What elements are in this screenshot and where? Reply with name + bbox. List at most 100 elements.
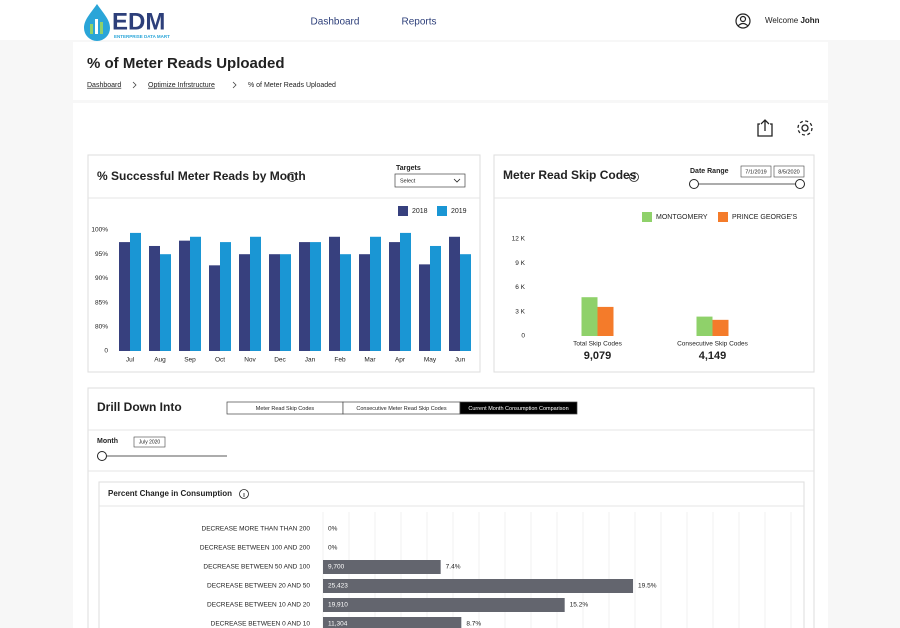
x-tick-label: Jun [455, 357, 466, 364]
bar [712, 319, 729, 336]
bar [179, 240, 190, 351]
bar [130, 232, 141, 351]
y-tick-label: 95% [95, 251, 108, 258]
y-tick-label: 6 K [515, 284, 525, 291]
select-value: Select [400, 178, 416, 184]
legend-swatch [642, 212, 652, 222]
count-label: 19,910 [328, 602, 348, 609]
slider-knob[interactable] [689, 179, 699, 189]
bar [323, 560, 441, 574]
count-label: 9,700 [328, 564, 345, 571]
bar [149, 245, 160, 351]
date-to: 8/5/2020 [778, 169, 799, 175]
y-tick-label: 100% [91, 227, 108, 234]
count-label: 25,423 [328, 583, 348, 590]
user-icon[interactable] [735, 13, 751, 29]
settings-icon[interactable] [797, 120, 813, 136]
bar [220, 242, 231, 351]
bar [400, 232, 411, 351]
bar [370, 236, 381, 351]
section-title: Drill Down Into [97, 400, 182, 414]
value-label: 7.4% [446, 564, 461, 571]
value-label: 0% [328, 526, 338, 533]
x-tick-label: Nov [244, 357, 256, 364]
tab-label: Current Month Consumption Comparison [468, 406, 568, 412]
breadcrumb-sep [232, 81, 237, 89]
share-icon[interactable] [757, 119, 773, 137]
tab[interactable] [459, 401, 578, 415]
info-icon[interactable] [239, 489, 249, 499]
bar [250, 236, 261, 351]
y-tick-label: 0 [104, 348, 108, 355]
value-label: 19.5% [638, 583, 657, 590]
bar [430, 245, 441, 351]
y-tick-label: DECREASE BETWEEN 20 AND 50 [207, 583, 310, 590]
x-tick-label: Oct [215, 357, 225, 364]
total-label: 9,079 [584, 350, 612, 362]
chart-title: % Successful Meter Reads by Month [97, 169, 306, 183]
bar [581, 297, 598, 336]
value-label: 0% [328, 545, 338, 552]
legend-label: PRINCE GEORGE'S [732, 214, 797, 221]
bar [340, 254, 351, 351]
info-icon[interactable] [287, 172, 297, 182]
x-tick-label: Dec [274, 357, 286, 364]
date-box[interactable] [773, 165, 805, 178]
legend-label: 2019 [451, 208, 467, 215]
bar [389, 242, 400, 351]
page-title: % of Meter Reads Uploaded [87, 55, 285, 72]
legend-swatch [437, 206, 447, 216]
bar [209, 265, 220, 351]
bar [280, 254, 291, 351]
breadcrumb[interactable]: Optimize Infrstructure [148, 82, 215, 89]
breadcrumb-current: % of Meter Reads Uploaded [248, 82, 336, 89]
y-tick-label: DECREASE MORE THAN THAN 200 [202, 526, 311, 533]
bar [359, 254, 370, 351]
filter-label: Targets [396, 165, 421, 172]
bar [160, 254, 171, 351]
bar [323, 579, 634, 593]
y-tick-label: 85% [95, 299, 108, 306]
bar [460, 254, 471, 351]
info-icon[interactable] [629, 172, 639, 182]
select-box[interactable] [394, 173, 466, 188]
bar [329, 236, 340, 351]
x-tick-label: Jan [305, 357, 316, 364]
bar [323, 598, 565, 612]
nav-link[interactable]: Dashboard [311, 17, 360, 28]
bar [419, 264, 430, 351]
y-tick-label: 3 K [515, 308, 525, 315]
total-label: 4,149 [699, 350, 727, 362]
tab-label: Meter Read Skip Codes [256, 406, 315, 412]
month-label: Month [97, 438, 118, 445]
slider-knob[interactable] [97, 451, 107, 461]
select-caret [453, 178, 461, 183]
logo [84, 4, 110, 41]
date-box[interactable] [740, 165, 772, 178]
y-tick-label: 80% [95, 324, 108, 331]
card [493, 154, 815, 373]
x-tick-label: Consecutive Skip Codes [677, 341, 749, 348]
bar [597, 306, 614, 336]
slider-knob[interactable] [795, 179, 805, 189]
legend-swatch [398, 206, 408, 216]
month-box[interactable] [133, 436, 166, 448]
breadcrumb[interactable]: Dashboard [87, 82, 121, 89]
y-tick-label: DECREASE BETWEEN 0 AND 10 [211, 621, 311, 628]
bar [696, 316, 713, 336]
welcome-text: Welcome [765, 16, 799, 25]
y-tick-label: DECREASE BETWEEN 10 AND 20 [207, 602, 310, 609]
tab-label: Consecutive Meter Read Skip Codes [356, 406, 446, 412]
breadcrumb-sep [132, 81, 137, 89]
x-tick-label: Feb [334, 357, 346, 364]
y-tick-label: 9 K [515, 260, 525, 267]
bar [269, 254, 280, 351]
y-tick-label: DECREASE BETWEEN 100 AND 200 [200, 545, 311, 552]
value-label: 15.2% [570, 602, 589, 609]
welcome: Welcome John [765, 16, 820, 25]
chart-title: Meter Read Skip Codes [503, 168, 637, 182]
nav-link[interactable]: Reports [401, 17, 436, 28]
count-label: 11,304 [328, 621, 348, 628]
date-range-label: Date Range [690, 168, 729, 175]
